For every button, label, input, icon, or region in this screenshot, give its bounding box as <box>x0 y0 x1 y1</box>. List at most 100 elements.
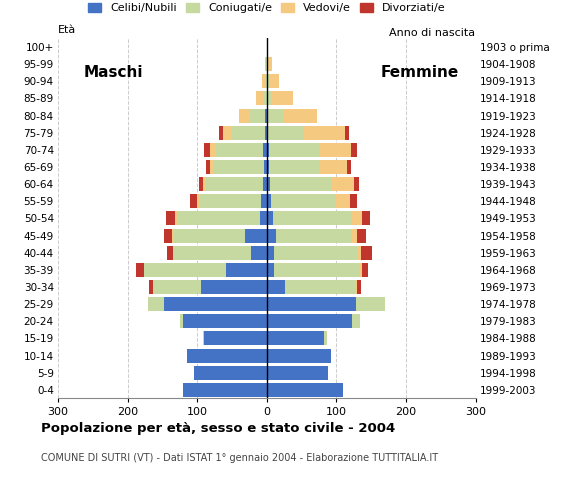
Text: Maschi: Maschi <box>84 65 143 80</box>
Bar <box>204 143 210 157</box>
Bar <box>356 297 385 311</box>
Bar <box>136 263 144 277</box>
Bar <box>267 348 331 362</box>
Bar <box>223 126 231 140</box>
Bar <box>332 177 354 191</box>
Bar <box>231 126 264 140</box>
Bar <box>274 263 360 277</box>
Bar <box>267 126 268 140</box>
Bar <box>267 366 328 380</box>
Bar <box>166 246 173 260</box>
Bar <box>165 228 172 242</box>
Bar <box>198 194 261 208</box>
Bar <box>149 280 153 294</box>
Bar <box>226 263 267 277</box>
Bar <box>201 280 267 294</box>
Bar <box>267 331 324 346</box>
Bar <box>173 228 245 242</box>
Bar <box>345 126 349 140</box>
Text: COMUNE DI SUTRI (VT) - Dati ISTAT 1° gennaio 2004 - Elaborazione TUTTITALIA.IT: COMUNE DI SUTRI (VT) - Dati ISTAT 1° gen… <box>41 453 438 463</box>
Bar <box>206 177 263 191</box>
Bar <box>148 297 164 311</box>
Bar <box>356 280 357 294</box>
Bar <box>190 194 197 208</box>
Bar <box>211 160 214 174</box>
Bar <box>200 177 204 191</box>
Text: Età: Età <box>58 25 76 35</box>
Bar <box>271 91 293 106</box>
Bar <box>206 160 211 174</box>
Bar <box>263 177 267 191</box>
Bar <box>357 228 367 242</box>
Bar <box>362 263 368 277</box>
Bar <box>351 228 357 242</box>
Bar <box>263 91 267 106</box>
Bar <box>204 177 206 191</box>
Bar <box>362 211 370 226</box>
Bar <box>267 211 273 226</box>
Bar <box>267 108 268 122</box>
Bar <box>267 280 285 294</box>
Bar <box>267 263 274 277</box>
Bar <box>268 126 305 140</box>
Bar <box>273 211 351 226</box>
Bar <box>153 280 201 294</box>
Bar <box>214 160 264 174</box>
Bar <box>266 57 267 71</box>
Bar <box>177 211 260 226</box>
Text: Popolazione per età, sesso e stato civile - 2004: Popolazione per età, sesso e stato civil… <box>41 422 395 435</box>
Bar <box>267 194 271 208</box>
Bar <box>256 91 263 106</box>
Bar <box>284 108 317 122</box>
Bar <box>264 126 267 140</box>
Bar <box>269 143 320 157</box>
Bar <box>267 314 351 328</box>
Bar <box>267 74 269 88</box>
Bar <box>187 348 267 362</box>
Bar <box>262 74 264 88</box>
Bar <box>216 143 263 157</box>
Bar <box>271 194 335 208</box>
Bar <box>267 160 269 174</box>
Bar <box>194 366 267 380</box>
Bar <box>267 297 356 311</box>
Bar <box>166 211 175 226</box>
Bar <box>204 331 267 346</box>
Bar <box>173 246 252 260</box>
Bar <box>351 211 362 226</box>
Text: Anno di nascita: Anno di nascita <box>390 28 476 38</box>
Bar <box>360 263 362 277</box>
Bar <box>175 211 177 226</box>
Bar <box>266 108 267 122</box>
Bar <box>335 194 350 208</box>
Bar <box>351 314 360 328</box>
Bar <box>219 126 223 140</box>
Bar <box>268 108 284 122</box>
Bar <box>304 126 345 140</box>
Bar <box>172 228 173 242</box>
Bar <box>324 331 327 346</box>
Bar <box>264 74 267 88</box>
Bar <box>267 177 270 191</box>
Bar <box>267 383 343 397</box>
Bar <box>260 211 267 226</box>
Legend: Celibi/Nubili, Coniugati/e, Vedovi/e, Divorziati/e: Celibi/Nubili, Coniugati/e, Vedovi/e, Di… <box>86 1 448 16</box>
Bar <box>180 314 183 328</box>
Bar <box>252 246 267 260</box>
Bar <box>264 160 267 174</box>
Bar <box>357 280 361 294</box>
Bar <box>267 246 274 260</box>
Bar <box>183 314 267 328</box>
Bar <box>267 228 276 242</box>
Bar <box>164 297 267 311</box>
Bar <box>269 160 320 174</box>
Bar <box>267 143 269 157</box>
Bar <box>276 228 351 242</box>
Bar <box>354 177 358 191</box>
Bar <box>357 246 361 260</box>
Bar <box>320 160 347 174</box>
Bar <box>350 194 357 208</box>
Bar <box>261 194 267 208</box>
Bar <box>351 143 357 157</box>
Bar <box>245 228 267 242</box>
